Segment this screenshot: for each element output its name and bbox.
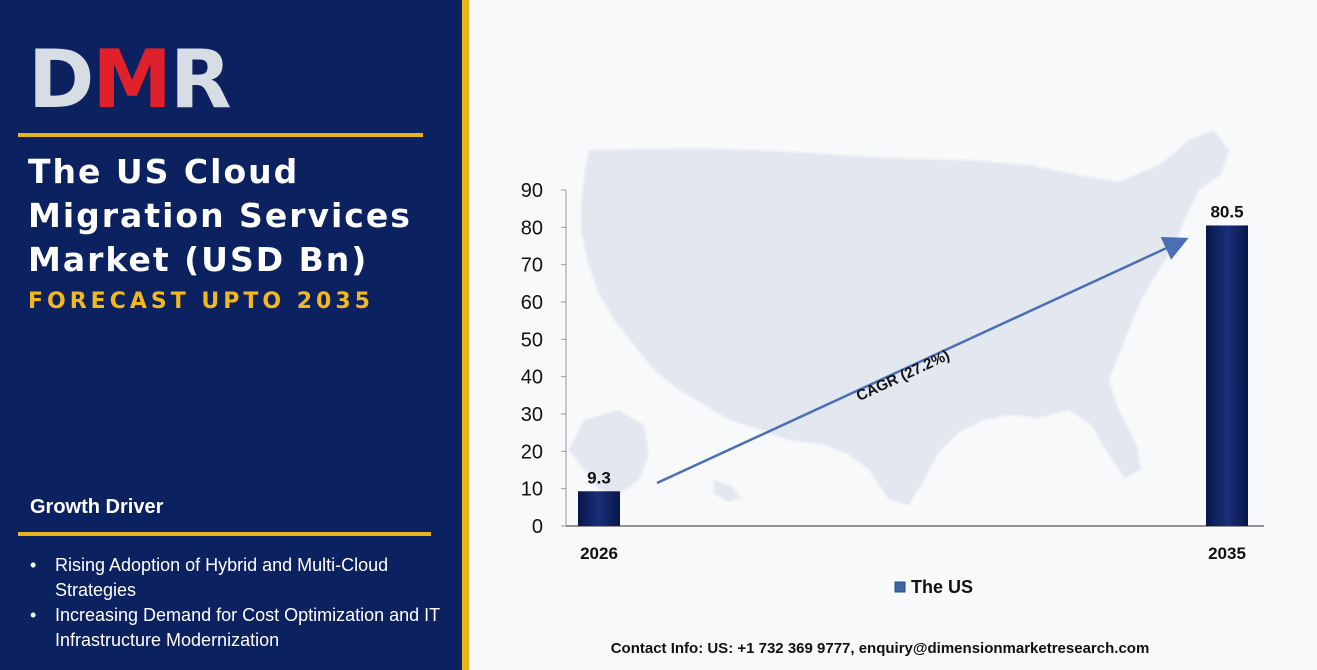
y-tick-label: 10	[521, 479, 543, 501]
x-tick-label: 2026	[580, 544, 618, 563]
y-tick-label: 50	[521, 329, 543, 351]
x-tick-label: 2035	[1208, 544, 1246, 563]
logo-letter-d: D	[28, 33, 94, 126]
report-subtitle: FORECAST UPTO 2035	[28, 289, 374, 314]
bar-data-label: 80.5	[1210, 202, 1243, 221]
us-map-background	[567, 128, 1231, 507]
left-panel: DMR The US Cloud Migration Services Mark…	[0, 0, 462, 670]
legend: The US	[894, 577, 973, 597]
y-tick-label: 90	[521, 180, 543, 202]
legend-swatch	[894, 581, 906, 593]
dmr-logo: DMR	[28, 38, 243, 122]
y-tick-label: 70	[521, 255, 543, 277]
growth-driver-list: Rising Adoption of Hybrid and Multi-Clou…	[30, 553, 440, 653]
logo-text: DMR	[28, 38, 243, 122]
growth-driver-item: Increasing Demand for Cost Optimization …	[30, 603, 440, 653]
x-label-group: 2026 2035	[580, 544, 1246, 563]
y-tick-label: 20	[521, 441, 543, 463]
contact-info: Contact Info: US: +1 732 369 9777, enqui…	[610, 640, 1150, 657]
gold-vertical-divider	[462, 0, 469, 670]
bar-group	[578, 225, 1248, 526]
bar-label-group: 9.3 80.5	[587, 202, 1243, 487]
logo-letter-m: M	[92, 33, 172, 126]
bar	[578, 491, 620, 526]
growth-driver-heading: Growth Driver	[30, 496, 164, 518]
y-tick-label: 0	[532, 516, 543, 538]
y-tick-label: 80	[521, 217, 543, 239]
y-tick-group: 0 10 20 30 40 50 60 70 80 90	[521, 180, 566, 538]
y-tick-label: 60	[521, 292, 543, 314]
growth-driver-item: Rising Adoption of Hybrid and Multi-Clou…	[30, 553, 440, 603]
y-tick-label: 40	[521, 367, 543, 389]
legend-label: The US	[911, 577, 973, 597]
report-title: The US Cloud Migration Services Market (…	[28, 152, 412, 279]
cagr-arrow	[656, 237, 1189, 485]
bar-data-label: 9.3	[587, 468, 611, 487]
title-divider	[18, 133, 423, 137]
growth-driver-divider	[18, 532, 431, 536]
y-tick-label: 30	[521, 404, 543, 426]
bar	[1206, 225, 1248, 526]
logo-letter-r: R	[170, 33, 232, 126]
